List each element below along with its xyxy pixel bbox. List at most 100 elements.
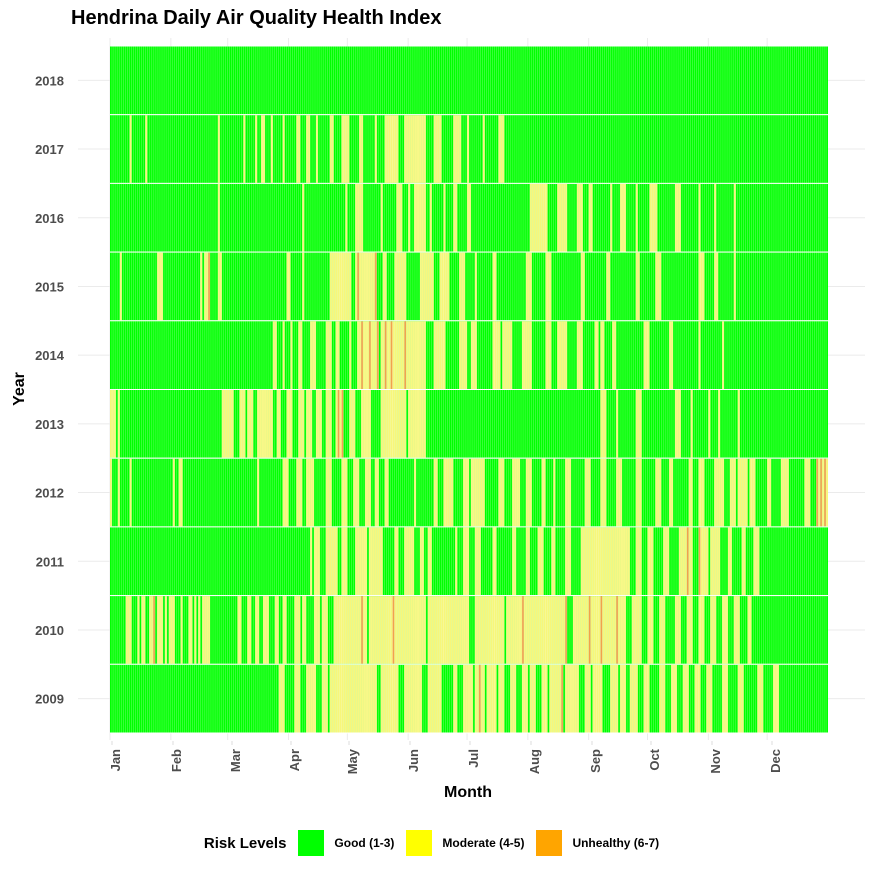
tile-2011-241 — [582, 527, 585, 596]
tile-2010-203 — [508, 596, 511, 664]
tile-2009-176 — [455, 664, 458, 733]
tile-2009-238 — [576, 664, 579, 733]
tile-2010-222 — [545, 596, 548, 664]
tile-2011-195 — [492, 527, 495, 596]
x-tick-Jul: Jul — [466, 749, 481, 768]
tile-2013-148 — [400, 390, 403, 458]
tile-2016-278 — [655, 183, 658, 252]
tile-2013-78 — [263, 390, 265, 458]
tile-2010-88 — [282, 596, 285, 664]
tile-2013-91 — [288, 390, 291, 458]
tile-2016-229 — [559, 183, 562, 252]
tile-2010-89 — [284, 596, 287, 664]
tile-2009-199 — [500, 664, 503, 733]
tile-2011-225 — [551, 527, 554, 596]
year-row-2013 — [110, 390, 828, 459]
tile-2009-141 — [386, 664, 389, 733]
tile-2010-190 — [482, 596, 485, 664]
tile-2009-118 — [341, 664, 344, 733]
y-tick-2011: 2011 — [36, 554, 64, 569]
tile-2017-166 — [435, 115, 438, 183]
tile-2012-130 — [365, 458, 367, 527]
tile-2010-95 — [296, 596, 299, 664]
tile-2012-242 — [584, 458, 587, 527]
tile-2010-319 — [735, 596, 738, 664]
tile-2017-140 — [384, 115, 387, 183]
tile-2010-209 — [520, 596, 522, 664]
tile-2017-167 — [437, 115, 440, 183]
tile-2017-144 — [392, 115, 395, 183]
tile-2015-122 — [349, 252, 352, 321]
tile-2010-165 — [433, 596, 436, 664]
x-tick-Mar: Mar — [228, 749, 243, 772]
tile-2010-126 — [357, 596, 360, 664]
tile-2009-133 — [370, 664, 373, 733]
tile-2010-157 — [417, 596, 420, 664]
tile-2011-308 — [714, 527, 717, 596]
tile-2013-86 — [278, 390, 281, 458]
tile-2015-127 — [359, 252, 362, 321]
tile-2017-105 — [315, 115, 318, 183]
tile-2014-229 — [559, 321, 562, 389]
tile-2011-251 — [602, 527, 605, 596]
tile-2014-154 — [412, 321, 415, 389]
tile-2016-275 — [649, 183, 652, 252]
heatmap-tiles — [110, 46, 828, 734]
tile-2012-207 — [516, 458, 519, 527]
tile-2009-228 — [557, 664, 560, 733]
tile-2012-132 — [368, 458, 371, 527]
tile-2010-78 — [263, 596, 265, 664]
tile-2017-160 — [423, 115, 426, 183]
tile-2010-230 — [561, 596, 564, 664]
tile-2013-251 — [602, 390, 605, 458]
year-row-2012 — [110, 458, 828, 528]
tile-2014-204 — [510, 321, 513, 389]
tile-2015-55 — [217, 252, 220, 321]
tile-2015-146 — [396, 252, 399, 321]
tile-2012-268 — [635, 458, 638, 527]
tile-2011-152 — [408, 527, 411, 596]
tile-2011-130 — [365, 527, 367, 596]
tile-2011-154 — [412, 527, 415, 596]
tile-2009-321 — [739, 664, 742, 733]
tile-2012-180 — [463, 458, 466, 527]
tile-2009-126 — [357, 664, 360, 733]
tile-2012-75 — [257, 458, 260, 527]
tile-2010-32 — [172, 596, 175, 664]
tile-2017-118 — [341, 115, 344, 183]
tile-2009-249 — [598, 664, 601, 733]
tile-2010-145 — [394, 596, 397, 664]
tile-2011-126 — [357, 527, 360, 596]
y-tick-2013: 2013 — [35, 417, 64, 432]
tile-separators-2018 — [111, 46, 827, 115]
tile-2012-110 — [325, 458, 328, 527]
tile-2012-170 — [443, 458, 446, 527]
tile-2014-146 — [396, 321, 399, 389]
tile-2010-188 — [478, 596, 481, 664]
tile-2013-75 — [257, 390, 260, 458]
tile-2015-147 — [398, 252, 401, 321]
tile-2009-95 — [296, 664, 299, 733]
tile-2009-86 — [278, 664, 281, 733]
tile-2012-251 — [602, 458, 605, 527]
tile-2009-156 — [416, 664, 418, 733]
tile-2010-155 — [414, 596, 417, 664]
tile-2013-270 — [639, 390, 642, 458]
x-tick-Apr: Apr — [287, 749, 302, 771]
tile-2014-230 — [561, 321, 564, 389]
tile-2010-158 — [419, 596, 422, 664]
tile-2009-237 — [574, 664, 577, 733]
tile-2014-247 — [594, 321, 597, 389]
tile-2009-320 — [737, 664, 740, 733]
tile-2015-128 — [361, 252, 364, 321]
tile-2012-118 — [341, 458, 344, 527]
tile-2013-250 — [600, 390, 603, 458]
tile-2009-184 — [470, 664, 473, 733]
tile-2014-131 — [366, 321, 369, 389]
tile-2009-294 — [686, 664, 689, 733]
tile-2017-119 — [343, 115, 346, 183]
tile-2013-268 — [635, 390, 638, 458]
tile-2012-278 — [655, 458, 658, 527]
tile-2010-296 — [690, 596, 693, 664]
tile-2011-256 — [612, 527, 615, 596]
